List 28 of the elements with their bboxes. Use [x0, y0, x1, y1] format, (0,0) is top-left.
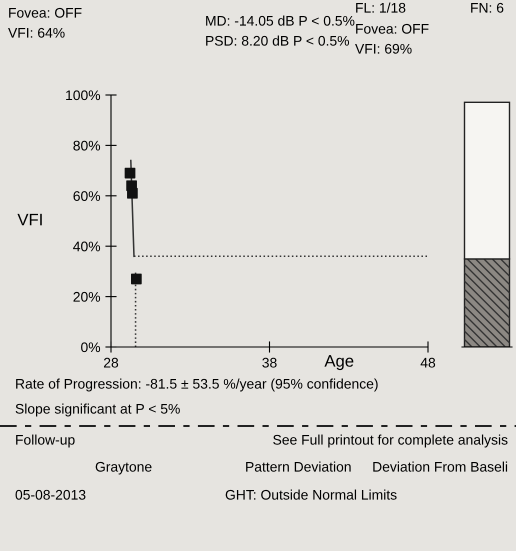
text: Pattern Deviation — [246, 462, 351, 472]
text: FL: 1/18 — [356, 2, 406, 13]
y-tick-label: 0% — [81, 342, 100, 352]
x-tick-label: 38 — [262, 358, 277, 368]
x-tick-label: 48 — [420, 358, 436, 368]
y-tick-label: 20% — [73, 292, 100, 302]
text: See Full printout for complete analysis — [273, 434, 508, 448]
y-tick-label: 80% — [73, 140, 100, 151]
text: Slope significant at P < 5% — [16, 404, 180, 416]
y-axis-title: VFI — [17, 214, 42, 226]
y-tick-label: 40% — [73, 242, 100, 252]
text: GHT: Outside Normal Limits — [226, 490, 397, 500]
text: VFI: 64% — [8, 28, 65, 38]
x-tick-label: 28 — [104, 358, 118, 368]
text: PSD: 8.20 dB P < 0.5% — [206, 36, 350, 46]
text: 05-08-2013 — [16, 490, 86, 500]
text: Graytone — [96, 462, 152, 474]
text: Fovea: OFF — [356, 24, 429, 34]
text: Fovea: OFF — [9, 8, 82, 18]
x-axis-title: Age — [324, 355, 354, 370]
y-tick-label: 100% — [66, 90, 100, 100]
text: FN: 6 — [471, 2, 504, 13]
text: MD: -14.05 dB P < 0.5% — [206, 16, 354, 26]
text: VFI: 69% — [355, 44, 412, 54]
text: Follow-up — [16, 434, 75, 448]
text: Deviation From Baseli — [373, 462, 508, 472]
text: Rate of Progression: -81.5 ± 53.5 %/year (95% confidence) — [16, 378, 378, 392]
y-tick-label: 60% — [73, 191, 100, 201]
